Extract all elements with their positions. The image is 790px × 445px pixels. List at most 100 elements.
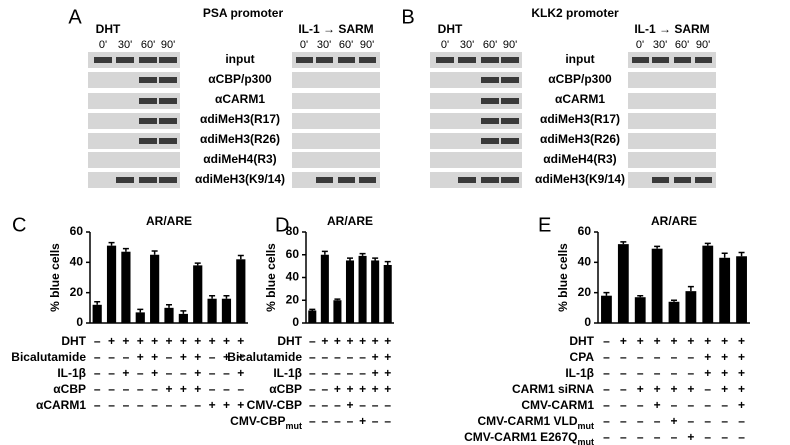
- error-bar: [108, 241, 115, 246]
- condition-label: IL-1β: [273, 366, 302, 380]
- group-label: IL-1 → SARM: [298, 22, 373, 36]
- condition-sign: +: [687, 430, 694, 444]
- condition-sign: –: [209, 382, 216, 396]
- condition-sign: –: [334, 398, 341, 412]
- error-bar: [122, 247, 129, 252]
- condition-sign: –: [620, 350, 627, 364]
- lane-label: 90': [161, 39, 175, 51]
- condition-sign: –: [372, 414, 379, 428]
- condition-sign: +: [721, 334, 728, 348]
- condition-sign: –: [94, 366, 101, 380]
- condition-sign: –: [654, 366, 661, 380]
- lane-label: 60': [141, 39, 155, 51]
- condition-sign: +: [151, 366, 158, 380]
- condition-sign: +: [704, 334, 711, 348]
- condition-sign: +: [223, 350, 230, 364]
- blot-dht: [88, 52, 180, 188]
- y-tick-label: 0: [584, 315, 591, 329]
- lane-label: 30': [653, 39, 667, 51]
- condition-sign: +: [334, 382, 341, 396]
- condition-label: CMV-CBP: [247, 398, 302, 412]
- condition-subscript: mut: [578, 437, 595, 445]
- condition-sign: –: [671, 398, 678, 412]
- error-bar: [309, 308, 316, 311]
- y-axis-label: % blue cells: [48, 243, 62, 312]
- condition-sign: –: [137, 366, 144, 380]
- condition-sign: –: [347, 350, 354, 364]
- bar: [345, 260, 355, 323]
- condition-sign: +: [359, 382, 366, 396]
- condition-sign: +: [637, 382, 644, 396]
- condition-sign: +: [194, 366, 201, 380]
- row-label: αdiMeH3(R26): [200, 132, 280, 146]
- y-tick-label: 20: [70, 285, 84, 299]
- condition-sign: –: [654, 350, 661, 364]
- condition-sign: +: [372, 366, 379, 380]
- condition-sign: +: [346, 398, 353, 412]
- condition-sign: –: [654, 414, 661, 428]
- bar: [685, 291, 697, 323]
- panel-label: C: [12, 214, 26, 236]
- chart-title: AR/ARE: [146, 214, 192, 228]
- condition-name: CPA: [570, 350, 595, 364]
- condition-label: αCBP: [269, 382, 302, 396]
- row-label: αCBP/p300: [548, 72, 612, 86]
- condition-sign: –: [137, 398, 144, 412]
- y-tick-label: 40: [286, 270, 300, 284]
- condition-sign: +: [223, 334, 230, 348]
- condition-sign: +: [194, 382, 201, 396]
- panel-label: B: [401, 6, 414, 28]
- condition-sign: +: [372, 382, 379, 396]
- y-tick-label: 20: [578, 285, 592, 299]
- condition-sign: +: [687, 382, 694, 396]
- error-bar: [334, 298, 341, 301]
- condition-sign: +: [194, 350, 201, 364]
- condition-sign: –: [603, 382, 610, 396]
- condition-sign: –: [347, 414, 354, 428]
- condition-sign: +: [372, 350, 379, 364]
- condition-sign: –: [654, 430, 661, 444]
- condition-sign: –: [688, 414, 695, 428]
- condition-sign: +: [670, 334, 677, 348]
- error-bar: [137, 308, 144, 313]
- condition-sign: +: [209, 334, 216, 348]
- condition-sign: –: [603, 414, 610, 428]
- lane-label: 0': [300, 39, 308, 51]
- lane-label: 0': [636, 39, 644, 51]
- error-bar: [180, 310, 187, 314]
- row-label: αdiMeH3(K9/14): [195, 172, 285, 186]
- condition-sign: –: [309, 334, 316, 348]
- condition-sign: +: [108, 334, 115, 348]
- condition-sign: –: [166, 350, 173, 364]
- condition-sign: +: [687, 334, 694, 348]
- y-tick-label: 60: [578, 224, 592, 238]
- condition-sign: –: [180, 398, 187, 412]
- error-bar: [237, 254, 244, 260]
- condition-sign: –: [637, 350, 644, 364]
- condition-sign: –: [688, 398, 695, 412]
- condition-sign: –: [688, 350, 695, 364]
- condition-sign: +: [180, 334, 187, 348]
- blot-sarm: [292, 52, 380, 188]
- condition-sign: +: [704, 366, 711, 380]
- row-label: αdiMeH3(R17): [200, 112, 280, 126]
- error-bar: [603, 291, 610, 296]
- row-label: αdiMeH4(R3): [203, 152, 276, 166]
- condition-sign: –: [620, 366, 627, 380]
- error-bar: [151, 250, 158, 255]
- condition-label: DHT: [569, 334, 594, 348]
- chart-title: AR/ARE: [327, 214, 373, 228]
- condition-sign: +: [194, 334, 201, 348]
- condition-sign: –: [108, 350, 115, 364]
- row-label: αCARM1: [555, 92, 605, 106]
- bar: [320, 254, 329, 323]
- bar: [121, 251, 131, 323]
- condition-sign: +: [137, 334, 144, 348]
- condition-sign: +: [384, 366, 391, 380]
- condition-sign: +: [654, 382, 661, 396]
- condition-sign: –: [108, 366, 115, 380]
- condition-sign: +: [180, 350, 187, 364]
- condition-sign: –: [359, 398, 366, 412]
- condition-sign: –: [603, 398, 610, 412]
- lane-label: 30': [317, 39, 331, 51]
